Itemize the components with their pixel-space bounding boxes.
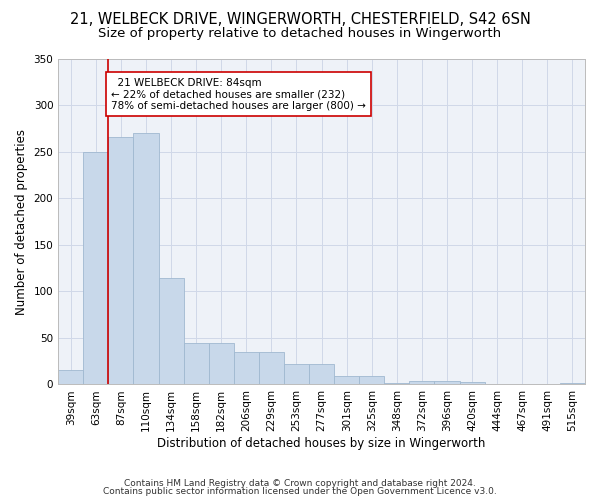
Bar <box>83 152 109 384</box>
Bar <box>109 137 133 384</box>
Text: Contains HM Land Registry data © Crown copyright and database right 2024.: Contains HM Land Registry data © Crown c… <box>124 478 476 488</box>
Text: Contains public sector information licensed under the Open Government Licence v3: Contains public sector information licen… <box>103 487 497 496</box>
Bar <box>385 382 409 384</box>
Bar <box>209 342 234 384</box>
Bar <box>184 342 209 384</box>
Bar <box>133 134 158 384</box>
Bar <box>284 364 309 384</box>
Y-axis label: Number of detached properties: Number of detached properties <box>15 128 28 314</box>
X-axis label: Distribution of detached houses by size in Wingerworth: Distribution of detached houses by size … <box>157 437 486 450</box>
Bar <box>560 382 585 384</box>
Bar <box>434 380 460 384</box>
Bar <box>58 370 83 384</box>
Text: 21 WELBECK DRIVE: 84sqm
← 22% of detached houses are smaller (232)
78% of semi-d: 21 WELBECK DRIVE: 84sqm ← 22% of detache… <box>111 78 366 111</box>
Bar <box>334 376 359 384</box>
Bar <box>409 380 434 384</box>
Bar <box>158 278 184 384</box>
Bar <box>234 352 259 384</box>
Bar <box>359 376 385 384</box>
Bar <box>460 382 485 384</box>
Bar <box>309 364 334 384</box>
Text: Size of property relative to detached houses in Wingerworth: Size of property relative to detached ho… <box>98 28 502 40</box>
Text: 21, WELBECK DRIVE, WINGERWORTH, CHESTERFIELD, S42 6SN: 21, WELBECK DRIVE, WINGERWORTH, CHESTERF… <box>70 12 530 28</box>
Bar <box>259 352 284 384</box>
